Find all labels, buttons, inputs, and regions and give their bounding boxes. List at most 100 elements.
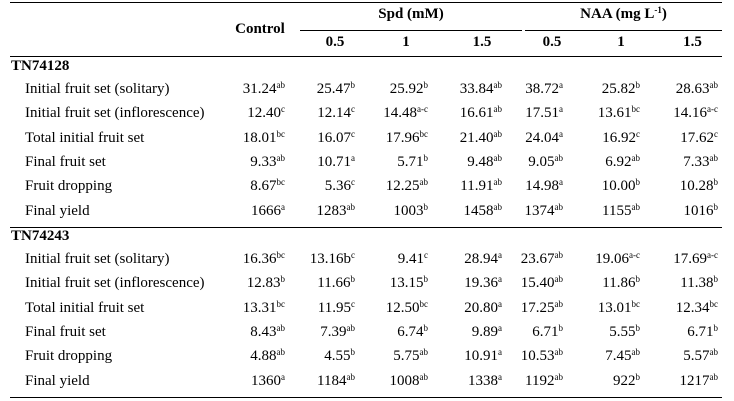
cell-significance-letter: a bbox=[559, 80, 563, 90]
header-naa: NAA (mg L-1) bbox=[525, 6, 722, 23]
table-cell: 1374 ab bbox=[473, 202, 564, 220]
cell-value: 25.82 bbox=[601, 81, 636, 97]
cell-value: 17.69 bbox=[673, 251, 707, 267]
cell-value: 1360 bbox=[251, 372, 281, 389]
cell-significance-letter: bc bbox=[709, 298, 719, 309]
cell-significance-letter: ab bbox=[419, 371, 429, 382]
cell-value: 11.91 bbox=[460, 178, 494, 195]
cell-value: 13.31 bbox=[242, 299, 277, 316]
cell-value: 17.51 bbox=[525, 105, 559, 122]
cell-significance-letter: a-c bbox=[707, 104, 718, 115]
table-cell: 31.24ab bbox=[195, 81, 285, 98]
table-cell: 11.91ab bbox=[412, 178, 502, 195]
cell-value: 11.95 bbox=[317, 299, 351, 316]
cell-value: 25.47 bbox=[316, 81, 351, 97]
section-title: TN74243 bbox=[11, 228, 70, 244]
table-cell: 5.75ab bbox=[338, 348, 428, 365]
cell-significance-letter: a-c bbox=[417, 104, 428, 115]
cell-significance-letter: ab bbox=[709, 347, 719, 358]
cell-significance-letter: bc bbox=[419, 298, 429, 309]
cell-significance-letter: a bbox=[498, 250, 502, 260]
cell-significance-letter: ab bbox=[709, 80, 719, 90]
table-cell: 12.34bc bbox=[628, 298, 719, 317]
cell-significance-letter: c bbox=[636, 128, 640, 139]
table-row: Fruit dropping 8.67bc 5.36c 12.25ab 11.91ab 1… bbox=[0, 176, 734, 200]
cell-significance-letter: bc bbox=[276, 298, 286, 309]
table-cell: 1155ab bbox=[550, 202, 640, 220]
table-cell: 10.71a bbox=[265, 152, 355, 171]
cell-value: 1458 bbox=[463, 202, 494, 219]
table-cell: 16.36bc bbox=[195, 251, 285, 268]
cell-significance-letter: b bbox=[713, 274, 719, 285]
cell-value: 18.01 bbox=[242, 129, 277, 146]
table-row: Final fruit set 8.43ab 7.39ab 6.74b 9.89a 6.7… bbox=[0, 322, 734, 346]
cell-value: 7.45 bbox=[605, 348, 632, 365]
cell-value: 16.61 bbox=[459, 105, 494, 122]
cell-significance-letter: ab bbox=[554, 152, 564, 163]
cell-significance-letter: ab bbox=[276, 80, 286, 90]
table-row: Final fruit set 9.33ab 10.71a 5.71b 9.48ab 9.… bbox=[0, 152, 734, 176]
cell-value: 1374 bbox=[524, 202, 555, 219]
table-row: Initial fruit set (solitary) 16.36bc 13.16… bbox=[0, 249, 734, 273]
cell-significance-letter: c bbox=[281, 104, 285, 115]
cell-value: 10.71 bbox=[317, 153, 351, 170]
header-bottom-rule bbox=[10, 56, 722, 57]
table-cell: 13.15b bbox=[338, 275, 428, 292]
cell-value: 13.61 bbox=[597, 105, 632, 122]
cell-significance-letter: b bbox=[350, 80, 356, 90]
table-cell: 9.41c bbox=[338, 251, 428, 268]
cell-value: 17.96 bbox=[385, 129, 420, 146]
cell-significance-letter: ab bbox=[493, 201, 503, 212]
table-cell: 1283ab bbox=[265, 201, 356, 220]
cell-significance-letter: ab bbox=[346, 201, 356, 212]
table-cell: 10.53ab bbox=[473, 348, 563, 365]
table-cell: 13.31bc bbox=[195, 298, 286, 317]
table-cell: 28.63ab bbox=[628, 81, 718, 98]
cell-value: 5.36 bbox=[324, 178, 351, 195]
table-cell: 8.43ab bbox=[195, 323, 285, 341]
cell-significance-letter: bc bbox=[276, 128, 286, 139]
row-label: Fruit dropping bbox=[25, 348, 113, 365]
cell-value: 1192 bbox=[525, 372, 555, 389]
cell-significance-letter: a bbox=[351, 152, 355, 163]
table-cell: 20.80a bbox=[412, 299, 502, 317]
cell-value: 20.80 bbox=[464, 299, 498, 316]
cell-significance-letter: b bbox=[635, 371, 641, 382]
table-cell: 1666a bbox=[195, 202, 285, 220]
cell-value: 6.74 bbox=[397, 323, 424, 340]
row-label: Initial fruit set (inflorescence) bbox=[25, 275, 205, 292]
cell-value: 31.24 bbox=[242, 81, 277, 97]
cell-significance-letter: ab bbox=[493, 128, 503, 139]
cell-value: 5.55 bbox=[609, 323, 636, 340]
row-label: Final yield bbox=[25, 202, 90, 219]
table-cell: 6.74b bbox=[338, 323, 428, 341]
table-cell: 12.14c bbox=[265, 105, 355, 122]
cell-significance-letter: c bbox=[714, 128, 718, 139]
cell-significance-letter: b bbox=[713, 201, 719, 212]
table-row: Initial fruit set (inflorescence) 12.83b 1… bbox=[0, 273, 734, 297]
header-naa-text: NAA (mg L bbox=[580, 6, 655, 22]
cell-significance-letter: ab bbox=[631, 347, 641, 358]
cell-significance-letter: b bbox=[713, 322, 719, 333]
table-cell: 5.71b bbox=[338, 153, 428, 171]
table-cell: 12.50bc bbox=[338, 298, 429, 317]
cell-significance-letter: a bbox=[498, 371, 502, 382]
row-label: Initial fruit set (inflorescence) bbox=[25, 105, 205, 122]
cell-value: 9.48 bbox=[467, 153, 494, 170]
table-cell: 4.55b bbox=[265, 348, 355, 365]
cell-significance-letter: ab bbox=[554, 250, 564, 260]
cell-significance-letter: b bbox=[350, 347, 356, 358]
spd-group-rule bbox=[300, 30, 522, 31]
cell-significance-letter: b bbox=[558, 322, 564, 333]
table-cell: 1003b bbox=[338, 202, 429, 220]
cell-value: 17.25 bbox=[520, 299, 555, 316]
cell-value: 9.41 bbox=[397, 251, 424, 267]
cell-significance-letter: ab bbox=[709, 371, 719, 382]
cell-value: 14.98 bbox=[525, 178, 559, 195]
cell-value: 4.55 bbox=[324, 348, 351, 365]
cell-value: 25.92 bbox=[389, 81, 424, 97]
table-cell: 11.86b bbox=[550, 275, 640, 292]
table-cell: 10.28b bbox=[628, 178, 718, 195]
cell-significance-letter: ab bbox=[554, 274, 564, 285]
row-label: Final fruit set bbox=[25, 153, 106, 170]
